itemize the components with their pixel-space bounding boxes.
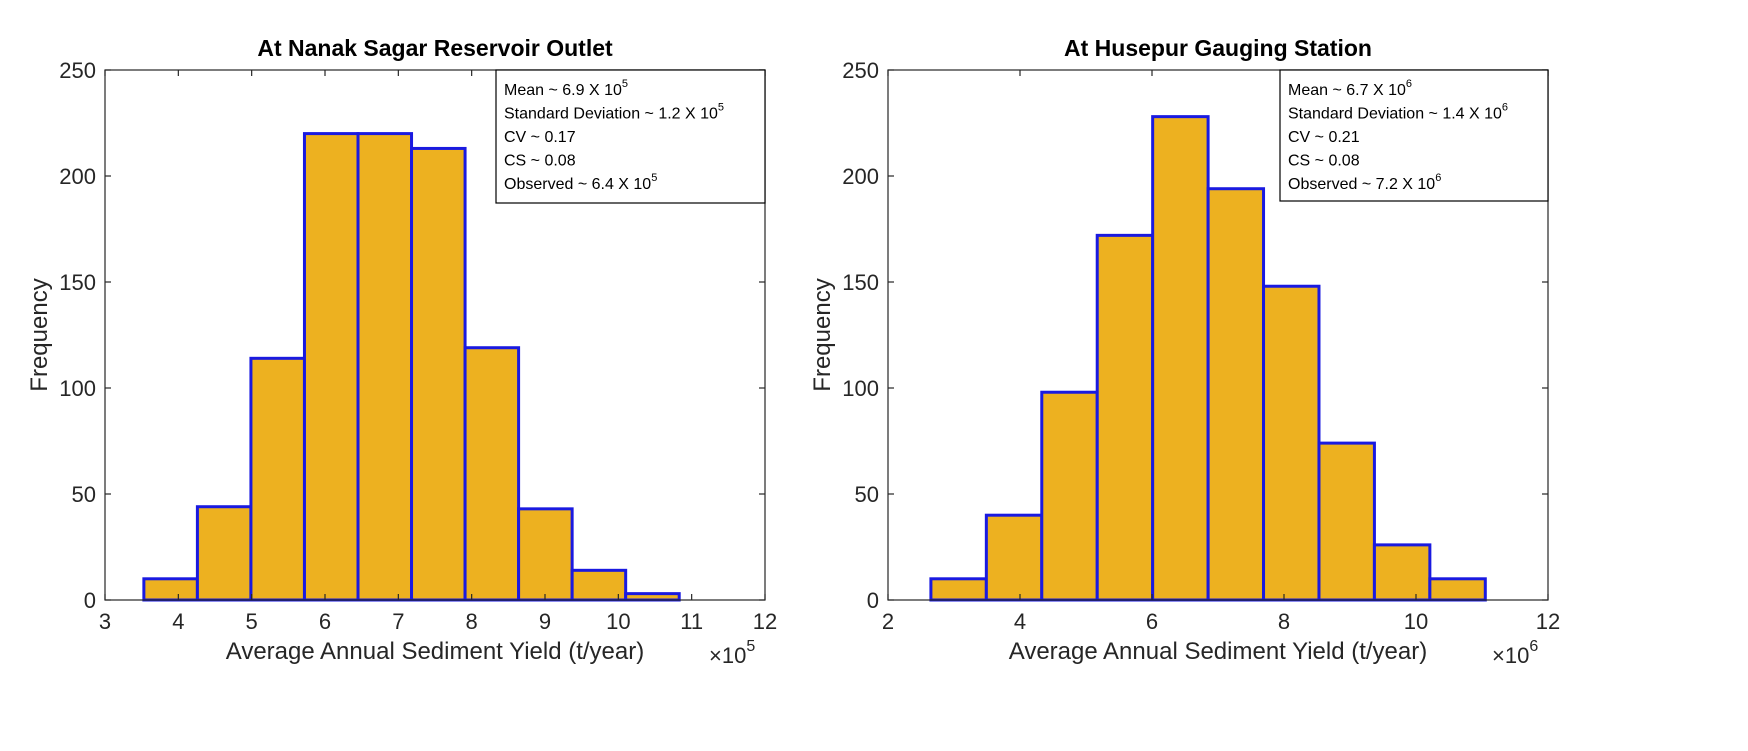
x-tick-label: 4: [172, 609, 184, 634]
stats-exponent: 5: [622, 78, 628, 90]
stats-line: Mean ~ 6.9 X 105: [504, 78, 628, 99]
stats-line: CS ~ 0.08: [504, 153, 576, 170]
histogram-bar: [195, 505, 253, 602]
histogram-bar: [463, 346, 521, 602]
histogram-bar: [517, 507, 574, 602]
x-axis-multiplier: ×105: [709, 638, 755, 668]
histogram-bar: [142, 577, 199, 602]
histogram-bar: [249, 356, 306, 602]
x-tick-label: 12: [753, 609, 777, 634]
x-tick-label: 9: [539, 609, 551, 634]
histogram-bar: [570, 568, 628, 602]
x-tick-label: 6: [319, 609, 331, 634]
chart-title: At Nanak Sagar Reservoir Outlet: [257, 35, 613, 61]
stats-box: [495, 69, 766, 204]
axes-box: [104, 69, 766, 601]
x-axis-label: Average Annual Sediment Yield (t/year): [226, 638, 644, 665]
stats-text: CV ~ 0.17: [504, 129, 576, 146]
x-tick-label: 8: [466, 609, 478, 634]
x-tick-label: 7: [392, 609, 404, 634]
stats-text: CS ~ 0.08: [504, 153, 576, 170]
stats-exponent: 5: [651, 172, 657, 184]
y-tick-label: 200: [59, 164, 96, 189]
histogram-bar: [410, 146, 467, 602]
stats-exponent: 5: [718, 102, 724, 114]
stats-text: Mean ~ 6.9 X 10: [504, 82, 622, 99]
x-axis-multiplier-base: ×10: [709, 643, 746, 668]
x-axis-multiplier-exponent: 5: [746, 638, 755, 655]
stats-text: Observed ~ 6.4 X 10: [504, 176, 651, 193]
y-axis-label: Frequency: [26, 278, 53, 391]
stats-line: Observed ~ 6.4 X 105: [504, 172, 657, 193]
y-tick-label: 0: [84, 588, 96, 613]
x-tick-label: 3: [99, 609, 111, 634]
histogram-bar: [356, 132, 414, 602]
y-tick-label: 100: [59, 376, 96, 401]
x-tick-label: 5: [246, 609, 258, 634]
y-tick-label: 50: [72, 482, 96, 507]
stats-line: CV ~ 0.17: [504, 129, 576, 146]
x-tick-label: 10: [606, 609, 630, 634]
histogram-bar: [624, 592, 681, 602]
histogram-bar: [302, 132, 360, 602]
y-tick-label: 250: [59, 58, 96, 83]
y-tick-label: 150: [59, 270, 96, 295]
stats-line: Standard Deviation ~ 1.2 X 105: [504, 102, 724, 123]
stats-text: Standard Deviation ~ 1.2 X 10: [504, 106, 718, 123]
x-tick-label: 11: [680, 609, 703, 634]
